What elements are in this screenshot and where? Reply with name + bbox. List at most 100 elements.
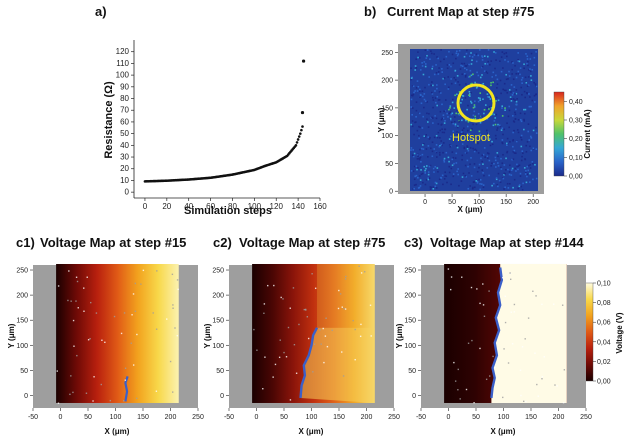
voltage-map-144-speckle (450, 276, 453, 278)
current-speckle (478, 49, 481, 51)
current-speckle (487, 60, 489, 63)
current-speckle (448, 160, 450, 163)
current-speckle (526, 55, 529, 58)
voltage-map-15-speckle (155, 328, 158, 330)
current-speckle (417, 187, 420, 189)
current-speckle (517, 70, 520, 73)
current-speckle (486, 129, 488, 132)
voltage-map-15-speckle (76, 354, 78, 357)
current-speckle (498, 179, 501, 182)
current-speckle (412, 188, 414, 190)
current-speckle (481, 160, 483, 163)
resistance-y-tick-label: 40 (120, 141, 129, 150)
current-speckle (510, 84, 513, 86)
current-speckle (465, 65, 468, 67)
current-speckle (413, 178, 416, 181)
current-speckle (481, 55, 483, 57)
current-speckle (460, 131, 463, 133)
current-speckle (413, 91, 415, 94)
current-colorbar-tick-label: 0,20 (569, 136, 583, 143)
voltage-map-75-y-tick-label: 50 (216, 368, 224, 375)
current-speckle (470, 52, 472, 54)
voltage-map-75-speckle (283, 351, 285, 354)
voltage-map-75-speckle (272, 376, 274, 378)
current-speckle (415, 109, 418, 112)
current-speckle (424, 65, 427, 68)
voltage-map-75-speckle (360, 323, 362, 326)
panel-b-letter: b) (364, 4, 376, 19)
current-speckle (451, 164, 454, 167)
current-speckle (456, 93, 458, 96)
current-speckle (534, 163, 536, 166)
current-speckle (505, 78, 508, 81)
current-speckle (518, 184, 521, 186)
current-speckle (442, 151, 444, 154)
current-speckle (460, 64, 462, 67)
voltage-map-15-x-tick-label: 150 (137, 414, 149, 421)
current-speckle (431, 67, 433, 70)
current-colorbar (553, 91, 565, 177)
current-speckle (500, 92, 502, 95)
voltage-map-15-speckle (57, 285, 60, 287)
current-speckle (461, 119, 463, 122)
current-speckle (456, 50, 458, 53)
voltage-map-75-speckle (354, 358, 356, 361)
current-speckle (514, 111, 516, 114)
current-speckle (528, 93, 530, 95)
current-speckle (514, 117, 517, 120)
current-speckle (519, 172, 522, 175)
current-speckle (414, 69, 417, 71)
voltage-map-75-speckle (311, 273, 313, 275)
voltage-map-144-y-tick-label: 50 (408, 368, 416, 375)
voltage-map-144-front-region (491, 263, 567, 403)
current-speckle (429, 58, 431, 60)
current-speckle (464, 65, 467, 67)
current-speckle (452, 123, 455, 125)
current-speckle (454, 94, 456, 97)
current-map-y-ticks: 0 50 100 150 200 250 (381, 50, 398, 196)
current-speckle (519, 175, 522, 177)
voltage-map-75-speckle (273, 284, 275, 287)
current-speckle (479, 118, 481, 120)
voltage-map-75-speckle (295, 372, 298, 374)
current-speckle (423, 106, 425, 109)
current-speckle (457, 139, 459, 142)
current-speckle (429, 186, 432, 188)
current-map-y-tick-label: 250 (381, 50, 393, 57)
current-speckle (473, 181, 476, 183)
current-speckle (422, 73, 425, 76)
current-speckle (479, 188, 481, 191)
current-speckle (447, 156, 450, 159)
current-map-y-tick-label: 0 (389, 189, 393, 196)
current-speckle (450, 121, 453, 124)
current-speckle (516, 163, 518, 166)
current-speckle (486, 96, 489, 98)
current-speckle (510, 91, 512, 93)
current-speckle (454, 69, 457, 72)
current-speckle (522, 152, 524, 155)
current-speckle (513, 178, 516, 181)
current-speckle (452, 130, 455, 133)
current-speckle (443, 128, 446, 131)
current-speckle (524, 158, 527, 161)
voltage-map-144-speckle (509, 272, 511, 274)
current-speckle (455, 136, 458, 139)
current-speckle (501, 105, 504, 107)
voltage-map-144-speckle (507, 362, 510, 364)
current-speckle (446, 67, 449, 70)
current-speckle (450, 78, 452, 80)
current-speckle (463, 62, 466, 65)
resistance-y-tick-label: 110 (116, 59, 129, 68)
current-speckle (415, 67, 418, 69)
current-speckle (411, 85, 414, 87)
current-colorbar-tick-label: 0,00 (569, 174, 583, 181)
current-speckle (466, 146, 469, 148)
current-speckle (520, 185, 523, 188)
current-speckle (504, 107, 506, 109)
current-map-x-tick-label: 50 (448, 199, 456, 206)
current-speckle (517, 168, 519, 171)
current-speckle (496, 152, 499, 154)
current-speckle (470, 157, 472, 159)
current-speckle (469, 69, 472, 72)
current-speckle (530, 79, 533, 81)
